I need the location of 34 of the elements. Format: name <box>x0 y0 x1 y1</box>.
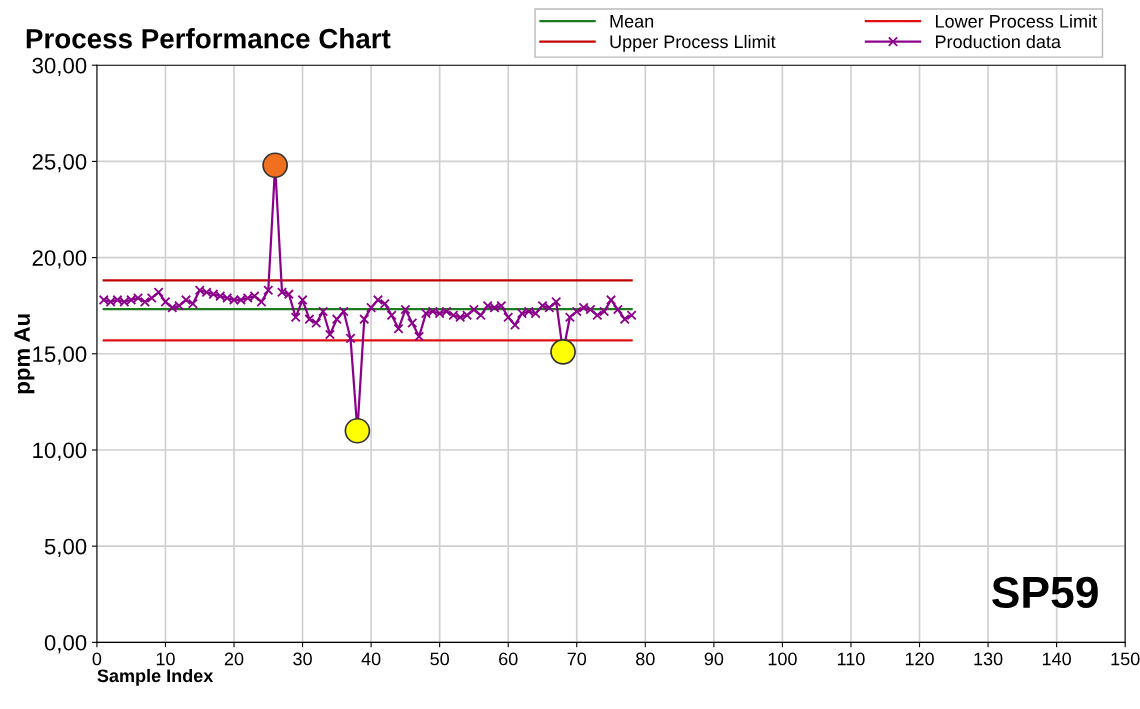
x-tick-label: 80 <box>636 652 655 666</box>
legend-label: Lower Process Limit <box>935 14 1097 28</box>
y-tick-label: 30,00 <box>32 57 87 77</box>
x-tick-label: 50 <box>430 652 449 666</box>
x-tick-label: 40 <box>361 652 381 666</box>
x-tick-label: 10 <box>156 652 175 666</box>
annotation: SP59 <box>992 576 1098 609</box>
x-axis-title: Sample Index <box>97 668 214 686</box>
y-axis-title: ppm Au <box>14 314 35 394</box>
legend-label: Mean <box>610 15 654 28</box>
x-tick-label: 0 <box>92 652 102 666</box>
x-tick-label: 130 <box>974 652 1003 666</box>
y-tick-label: 0,00 <box>44 634 87 654</box>
x-tick-label: 140 <box>1042 652 1071 666</box>
y-tick-label: 10,00 <box>33 442 87 461</box>
legend-label: Upper Process Llimit <box>610 34 776 52</box>
x-tick-label: 70 <box>567 652 587 666</box>
point <box>262 152 288 179</box>
chart-title: Process Performance Chart <box>26 28 391 49</box>
x-tick-label: 90 <box>704 652 724 666</box>
x-tick-label: 120 <box>905 652 934 666</box>
x-tick-label: 100 <box>768 652 797 666</box>
y-tick-label: 20,00 <box>32 250 87 269</box>
y-tick-label: 25,00 <box>32 153 87 173</box>
x-tick-label: 30 <box>293 652 312 666</box>
point <box>550 339 576 365</box>
y-tick-label: 5,00 <box>44 538 87 558</box>
legend-label: Production data <box>935 34 1061 49</box>
x-tick-label: 150 <box>1111 652 1140 666</box>
x-tick-label: 20 <box>224 652 244 666</box>
y-tick-label: 15,00 <box>33 346 87 365</box>
x-tick-label: 110 <box>837 652 865 666</box>
point <box>344 417 371 444</box>
x-tick-label: 60 <box>499 652 518 666</box>
